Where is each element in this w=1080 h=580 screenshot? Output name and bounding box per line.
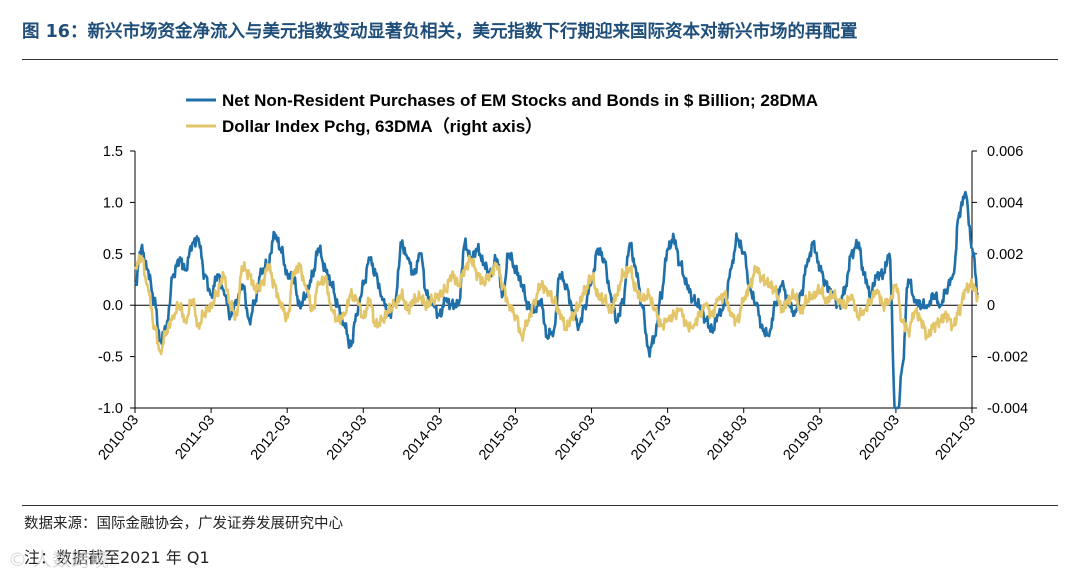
data-note: 注：数据截至2021 年 Q1: [24, 548, 210, 567]
right-axis: 0.006 0.004 0.002 0 -0.002 -0.004: [972, 144, 1028, 417]
left-tick-label: -1.0: [98, 401, 123, 417]
x-tick-label: 2019-03: [780, 412, 826, 463]
right-tick-label: 0.006: [987, 144, 1023, 160]
series-layer: [134, 190, 980, 410]
right-tick-label: 0: [987, 298, 995, 314]
left-tick-label: 1.5: [103, 144, 123, 160]
right-tick-label: 0.002: [987, 247, 1023, 263]
x-tick-label: 2014-03: [400, 412, 446, 463]
left-tick-label: -0.5: [98, 350, 123, 366]
source-note: 数据来源：国际金融协会，广发证券发展研究中心: [24, 516, 343, 532]
left-tick-label: 1.0: [103, 195, 123, 211]
left-axis: 1.5 1.0 0.5 0.0 -0.5 -1.0: [98, 144, 135, 417]
x-tick-label: 2015-03: [476, 412, 522, 463]
x-tick-label: 2021-03: [933, 412, 979, 463]
x-axis: 2010-03 2011-03 2012-03 2013-03 2014-03 2015-…: [96, 408, 979, 463]
legend-label: Dollar Index Pchg, 63DMA（right axis）: [222, 116, 542, 136]
x-tick-label: 2016-03: [552, 412, 598, 463]
left-tick-label: 0.0: [103, 298, 123, 314]
legend-label: Net Non-Resident Purchases of EM Stocks …: [222, 91, 818, 110]
x-tick-label: 2012-03: [248, 412, 294, 463]
plot-frame: [134, 151, 973, 409]
right-tick-label: -0.002: [987, 350, 1028, 366]
x-tick-label: 2017-03: [628, 412, 674, 463]
series-line-dollar-index: [134, 253, 980, 356]
figure-title: 图 16：新兴市场资金净流入与美元指数变动显著负相关，美元指数下行期迎来国际资本…: [22, 22, 858, 42]
right-tick-label: 0.004: [987, 195, 1023, 211]
footer-divider: [22, 505, 1058, 506]
x-tick-label: 2018-03: [704, 412, 750, 463]
x-tick-label: 2011-03: [172, 412, 218, 462]
legend: Net Non-Resident Purchases of EM Stocks …: [186, 91, 818, 136]
x-tick-label: 2010-03: [96, 412, 142, 463]
x-tick-label: 2013-03: [324, 412, 370, 463]
right-tick-label: -0.004: [987, 401, 1028, 417]
chart: 1.5 1.0 0.5 0.0 -0.5 -1.0 0.006 0.004 0.002 0 -0.…: [96, 91, 1029, 463]
left-tick-label: 0.5: [103, 247, 123, 263]
x-tick-label: 2020-03: [857, 412, 903, 463]
title-divider: [22, 59, 1058, 60]
